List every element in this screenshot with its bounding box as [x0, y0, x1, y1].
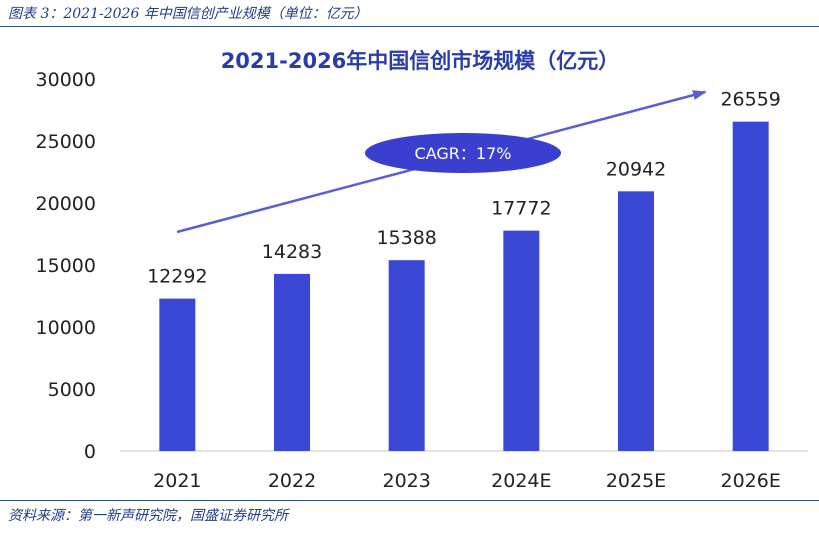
y-tick-label: 0	[84, 441, 96, 463]
y-tick-label: 30000	[36, 69, 96, 91]
data-label: 26559	[720, 89, 780, 111]
y-tick-label: 10000	[36, 317, 96, 339]
y-tick-label: 25000	[36, 131, 96, 153]
bar	[388, 260, 425, 451]
data-label: 20942	[606, 158, 666, 180]
data-label: 14283	[262, 241, 322, 263]
x-tick-label: 2021	[153, 470, 201, 492]
x-tick-label: 2025E	[606, 470, 666, 492]
data-label: 17772	[491, 198, 551, 220]
figure-caption: 图表 3：2021-2026 年中国信创产业规模（单位：亿元）	[8, 6, 368, 22]
top-divider	[0, 26, 819, 27]
bar	[618, 191, 654, 451]
bar	[159, 298, 196, 451]
x-tick-label: 2023	[382, 470, 430, 492]
x-tick-label: 2026E	[720, 470, 780, 492]
bar	[274, 273, 310, 451]
bottom-divider	[0, 500, 819, 501]
y-tick-label: 5000	[48, 379, 96, 401]
y-tick-label: 15000	[36, 255, 96, 277]
bar-chart: 2021-2026年中国信创市场规模（亿元） 0 5000 10000 15000 20…	[36, 49, 808, 492]
chart-title: 2021-2026年中国信创市场规模（亿元）	[221, 49, 620, 73]
cagr-bubble	[365, 133, 561, 173]
x-tick-label: 2022	[268, 470, 316, 492]
source-note: 资料来源：第一新声研究院，国盛证券研究所	[8, 508, 288, 524]
x-tick-label: 2024E	[491, 470, 551, 492]
data-label: 12292	[147, 266, 207, 288]
data-label: 15388	[376, 227, 436, 249]
bar	[732, 121, 769, 452]
cagr-label: CAGR：17%	[415, 144, 512, 163]
bar	[503, 230, 540, 451]
y-tick-label: 20000	[36, 193, 96, 215]
